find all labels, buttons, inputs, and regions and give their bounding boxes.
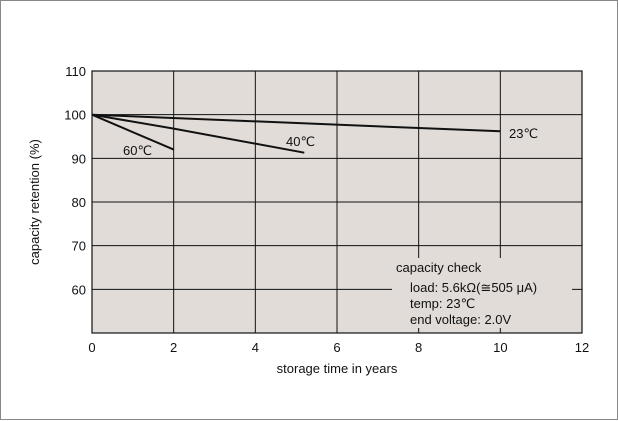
tick-labels: 0 2 4 6 8 10 12 110 100 90 80 70 60 — [64, 64, 589, 355]
x-tick-label: 0 — [88, 340, 95, 355]
y-tick-label: 100 — [64, 108, 86, 123]
x-tick-label: 4 — [252, 340, 259, 355]
y-tick-label: 90 — [72, 151, 86, 166]
series-line — [91, 113, 501, 133]
y-axis-title: capacity retention (%) — [27, 139, 42, 265]
series-layer: 60℃ 40℃ 23℃ — [91, 113, 538, 158]
note-line-load: load: 5.6kΩ(≅505 μA) — [410, 280, 537, 295]
y-tick-label: 60 — [72, 282, 86, 297]
y-tick-label: 80 — [72, 195, 86, 210]
x-tick-label: 2 — [170, 340, 177, 355]
note-line-end-voltage: end voltage: 2.0V — [410, 312, 512, 327]
x-tick-label: 6 — [333, 340, 340, 355]
x-tick-label: 10 — [493, 340, 507, 355]
series-line — [91, 113, 175, 151]
note-background — [392, 258, 572, 328]
y-tick-label: 70 — [72, 239, 86, 254]
series-label: 23℃ — [509, 126, 538, 141]
x-tick-label: 8 — [415, 340, 422, 355]
note-title: capacity check — [396, 260, 482, 275]
x-axis-title: storage time in years — [277, 361, 398, 376]
y-tick-label: 110 — [65, 64, 86, 79]
note-line-temp: temp: 23℃ — [410, 296, 475, 311]
plot-border — [91, 70, 583, 334]
x-tick-label: 12 — [575, 340, 589, 355]
capacity-check-note: capacity check load: 5.6kΩ(≅505 μA) temp… — [392, 258, 572, 328]
series-line — [91, 113, 305, 154]
series-label: 60℃ — [123, 143, 152, 158]
series-label: 40℃ — [286, 134, 315, 149]
